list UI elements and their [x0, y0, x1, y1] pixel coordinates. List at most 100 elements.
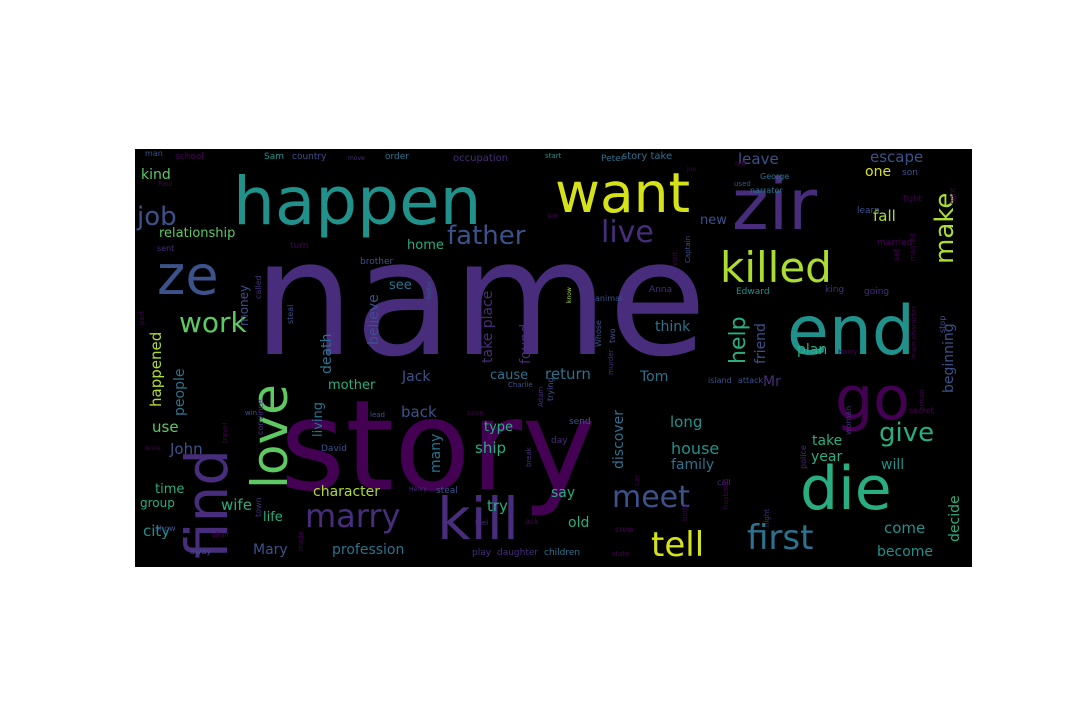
- word-secret: prison: [918, 389, 926, 411]
- word-cloud-background: [135, 149, 972, 567]
- word-ask: steal: [286, 305, 295, 324]
- word-friend: friend: [753, 323, 769, 364]
- word-joe: move: [348, 155, 365, 162]
- word-island-attack: island: [708, 376, 732, 385]
- word-happened: happened: [147, 332, 165, 407]
- word-job: job: [136, 202, 177, 232]
- word-escape: escape: [870, 149, 923, 166]
- word-main-character: Harry: [838, 348, 857, 356]
- word-win: lead: [370, 411, 385, 419]
- word-take-place: take place: [480, 291, 496, 363]
- word-better: war: [547, 212, 559, 219]
- word-found: found: [518, 324, 534, 364]
- word-use: use: [152, 418, 179, 436]
- word-henry: Henry: [409, 486, 427, 493]
- word-fight: going: [864, 287, 889, 297]
- word-leave: leave: [738, 150, 779, 168]
- word-family: family: [671, 457, 714, 473]
- word-send: police: [799, 445, 808, 469]
- word-visit: called: [254, 275, 263, 299]
- word-daughter: daughter: [497, 548, 538, 558]
- word-play: play: [472, 548, 492, 558]
- word-murder: trying: [546, 377, 555, 401]
- word-adam: break: [525, 446, 533, 467]
- word-two: Whose: [594, 320, 603, 347]
- word-man: man: [145, 149, 163, 158]
- word-time: time: [155, 482, 184, 497]
- word-paul: narrator: [750, 186, 783, 195]
- word-state: away: [190, 547, 211, 556]
- word-see: see: [389, 278, 412, 293]
- word-name: name: [253, 205, 707, 392]
- word-move: state: [612, 550, 630, 558]
- word-king: king: [825, 285, 844, 295]
- word-narrator: sent: [157, 244, 174, 253]
- word-fall: fall: [873, 207, 896, 225]
- word-married: married: [909, 234, 917, 261]
- word-tom: Tom: [639, 369, 668, 385]
- word-body: feel: [475, 519, 488, 527]
- word-start: affair: [211, 531, 229, 539]
- word-trying: two: [608, 328, 617, 343]
- word-find: find: [173, 449, 241, 559]
- word-relationship: relationship: [159, 226, 235, 241]
- word-know: better: [426, 280, 433, 299]
- word-home: home: [407, 238, 444, 253]
- word-attack: attack: [738, 376, 763, 385]
- word-type: type: [484, 420, 513, 435]
- word-feel: steal: [436, 486, 458, 496]
- word-kill: kill: [437, 485, 519, 553]
- word-may: know: [566, 287, 573, 303]
- word-profession: profession: [332, 542, 404, 558]
- word-going: stop: [938, 316, 947, 333]
- word-peter: Peter: [601, 154, 625, 164]
- word-travel: convince: [256, 399, 265, 435]
- word-ze: ze: [157, 244, 219, 307]
- word-anna: Anna: [649, 285, 672, 295]
- word-son: son: [902, 168, 918, 178]
- word-back: back: [401, 403, 437, 421]
- word-group: group: [140, 496, 175, 510]
- word-harry: left: [735, 160, 747, 168]
- word-children: children: [544, 548, 580, 558]
- word-convince: town: [254, 497, 263, 517]
- word-country: country: [292, 152, 327, 162]
- word-police: woman: [844, 406, 853, 435]
- word-steal: travel: [221, 423, 229, 443]
- word-new: new: [700, 213, 727, 228]
- word-made: show: [155, 524, 176, 533]
- word-house: house: [671, 439, 719, 458]
- word-mr: Mr: [763, 374, 781, 390]
- word-used: used: [734, 180, 751, 188]
- word-mary: Mary: [253, 542, 288, 558]
- word-wife: wife: [221, 496, 252, 514]
- word-believe: believe: [366, 294, 382, 345]
- word-story-take: story take: [622, 151, 672, 162]
- word-school: school: [175, 152, 204, 162]
- word-one: one: [865, 164, 891, 180]
- word-called: fight: [949, 188, 957, 204]
- word-killed: killed: [720, 243, 832, 292]
- word-plan: plan: [797, 342, 827, 358]
- word-edward: Edward: [736, 287, 770, 297]
- word-make: make: [930, 193, 960, 264]
- word-cloud-svg: name story happen want zir end ze killed…: [135, 149, 972, 567]
- word-say: say: [551, 485, 575, 501]
- word-husband: husband: [722, 479, 730, 509]
- word-give: give: [879, 418, 934, 448]
- word-much: Captain: [684, 236, 692, 263]
- word-occupation: occupation: [453, 153, 508, 164]
- word-story: story: [280, 374, 596, 519]
- word-lead: Charlie: [508, 381, 533, 389]
- word-call: crew: [615, 525, 634, 534]
- word-stop: Paul: [158, 180, 173, 188]
- word-prison: main character: [910, 306, 918, 359]
- word-turn: set: [892, 249, 901, 261]
- word-night: body: [681, 504, 689, 521]
- word-year: year: [811, 449, 842, 465]
- word-sam: Sam: [264, 152, 284, 162]
- word-take: take: [812, 433, 842, 449]
- word-learn: married: [877, 238, 912, 248]
- word-war: start: [545, 152, 562, 160]
